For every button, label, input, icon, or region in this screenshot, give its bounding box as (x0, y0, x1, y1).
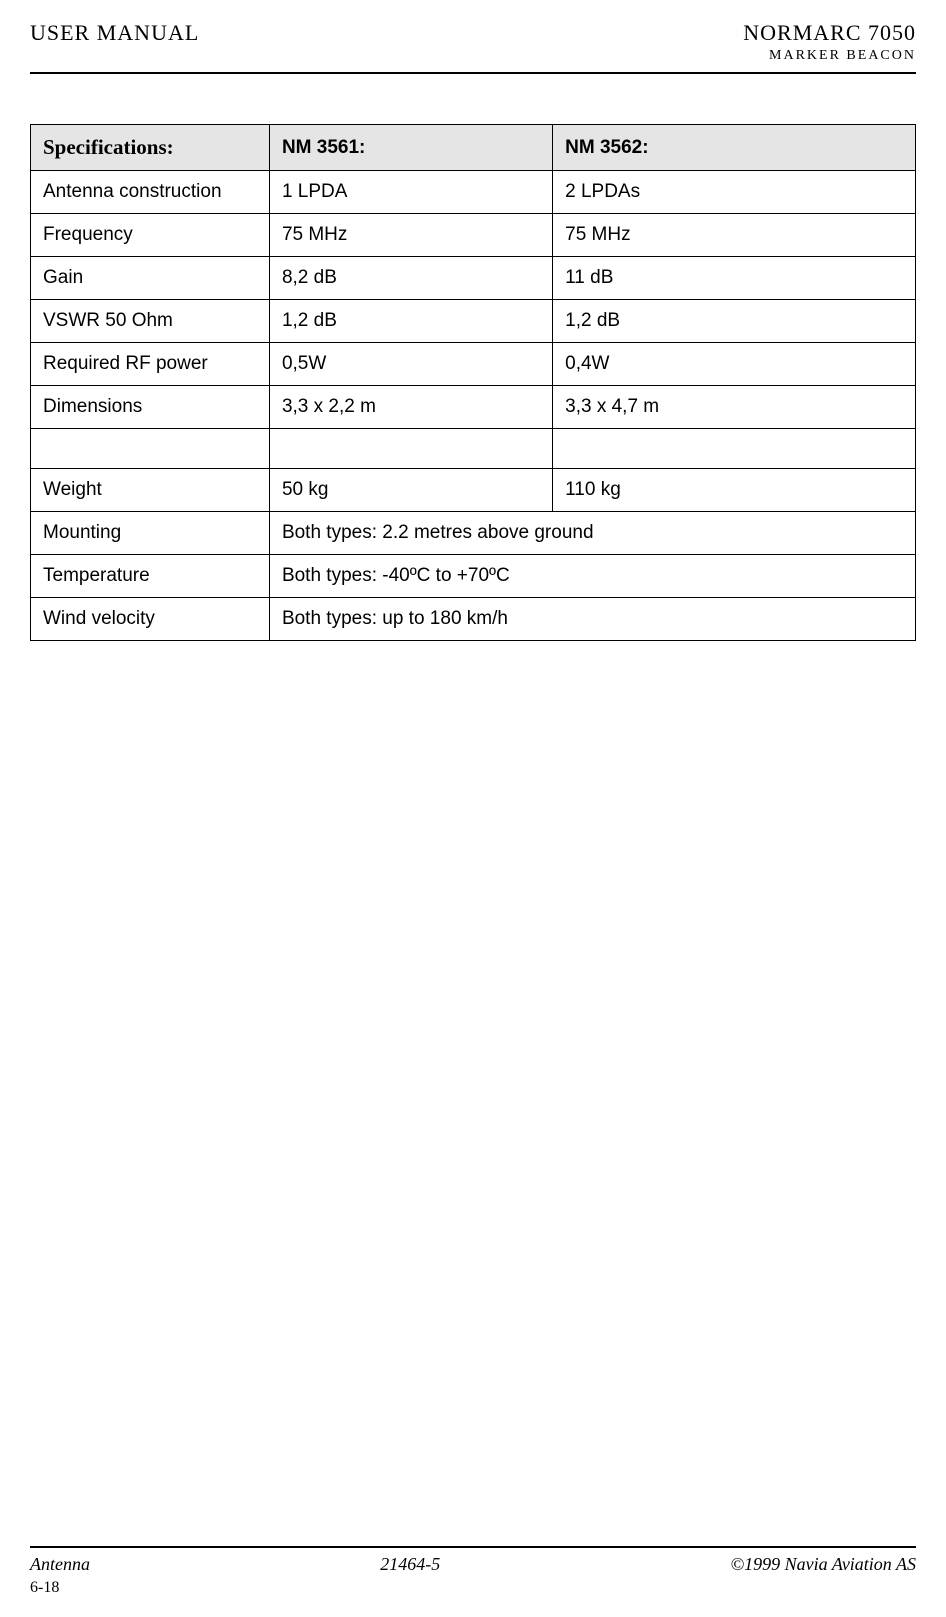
spec-label: Dimensions (31, 386, 270, 429)
spec-value-1: 75 MHz (269, 214, 552, 257)
footer-row: Antenna 21464-5 ©1999 Navia Aviation AS (30, 1554, 916, 1575)
table-empty-row (31, 429, 916, 469)
header-nm3561: NM 3561: (269, 125, 552, 171)
spec-value-1: 50 kg (269, 469, 552, 512)
table-row: Dimensions 3,3 x 2,2 m 3,3 x 4,7 m (31, 386, 916, 429)
spec-value-2: 11 dB (553, 257, 916, 300)
spec-label: Wind velocity (31, 598, 270, 641)
table-row: Required RF power 0,5W 0,4W (31, 343, 916, 386)
spec-label: Frequency (31, 214, 270, 257)
page-header: USER MANUAL NORMARC 7050 MARKER BEACON (30, 20, 916, 74)
table-row: VSWR 50 Ohm 1,2 dB 1,2 dB (31, 300, 916, 343)
spec-label: Required RF power (31, 343, 270, 386)
header-right: NORMARC 7050 MARKER BEACON (743, 20, 916, 64)
table-row: Wind velocity Both types: up to 180 km/h (31, 598, 916, 641)
spec-value-1: 8,2 dB (269, 257, 552, 300)
header-product-subtitle: MARKER BEACON (743, 48, 916, 64)
spec-label: Mounting (31, 512, 270, 555)
spec-value-combined: Both types: up to 180 km/h (269, 598, 915, 641)
spec-value-2: 1,2 dB (553, 300, 916, 343)
spec-value-2: 3,3 x 4,7 m (553, 386, 916, 429)
spec-label: Temperature (31, 555, 270, 598)
spec-label: VSWR 50 Ohm (31, 300, 270, 343)
spec-value-2: 75 MHz (553, 214, 916, 257)
table-row: Temperature Both types: -40ºC to +70ºC (31, 555, 916, 598)
table-row: Gain 8,2 dB 11 dB (31, 257, 916, 300)
empty-cell (553, 429, 916, 469)
spec-value-combined: Both types: -40ºC to +70ºC (269, 555, 915, 598)
spec-value-combined: Both types: 2.2 metres above ground (269, 512, 915, 555)
table-row: Antenna construction 1 LPDA 2 LPDAs (31, 171, 916, 214)
footer-document-id: 21464-5 (380, 1554, 440, 1575)
spec-label: Weight (31, 469, 270, 512)
spec-label: Gain (31, 257, 270, 300)
header-specifications: Specifications: (31, 125, 270, 171)
footer-section: Antenna (30, 1554, 90, 1575)
header-product-name: NORMARC 7050 (743, 20, 916, 46)
spec-value-1: 1 LPDA (269, 171, 552, 214)
spec-value-1: 3,3 x 2,2 m (269, 386, 552, 429)
spec-value-2: 2 LPDAs (553, 171, 916, 214)
empty-cell (31, 429, 270, 469)
header-left-title: USER MANUAL (30, 20, 199, 46)
table-row: Weight 50 kg 110 kg (31, 469, 916, 512)
empty-cell (269, 429, 552, 469)
spec-value-1: 1,2 dB (269, 300, 552, 343)
spec-label: Antenna construction (31, 171, 270, 214)
table-header-row: Specifications: NM 3561: NM 3562: (31, 125, 916, 171)
footer-copyright: ©1999 Navia Aviation AS (730, 1554, 916, 1575)
table-row: Mounting Both types: 2.2 metres above gr… (31, 512, 916, 555)
footer-page-number: 6-18 (30, 1579, 916, 1597)
footer-divider (30, 1546, 916, 1548)
specifications-table: Specifications: NM 3561: NM 3562: Antenn… (30, 124, 916, 641)
spec-value-1: 0,5W (269, 343, 552, 386)
spec-value-2: 0,4W (553, 343, 916, 386)
spec-value-2: 110 kg (553, 469, 916, 512)
header-nm3562: NM 3562: (553, 125, 916, 171)
page-footer: Antenna 21464-5 ©1999 Navia Aviation AS … (30, 1546, 916, 1597)
table-row: Frequency 75 MHz 75 MHz (31, 214, 916, 257)
